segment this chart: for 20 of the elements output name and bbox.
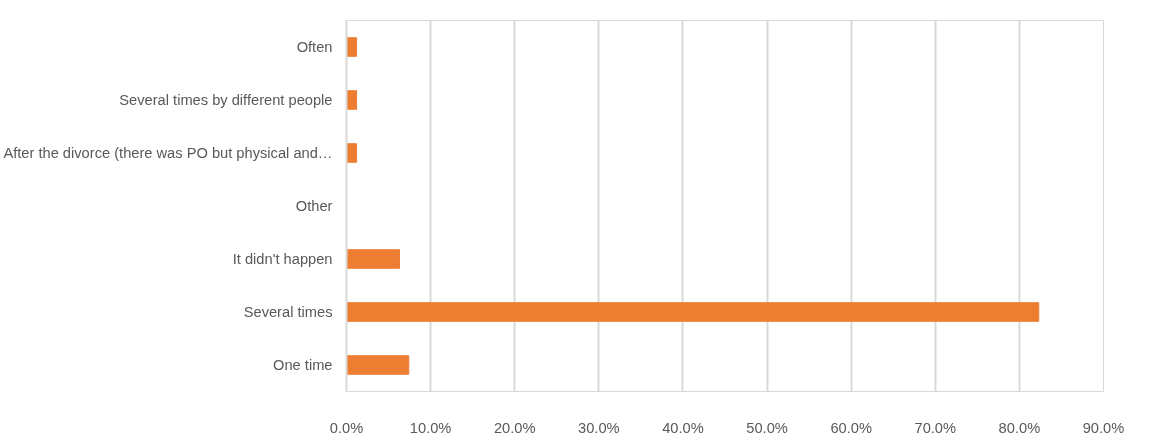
x-tick-label: 40.0% [662, 419, 704, 436]
y-tick-label: One time [273, 357, 333, 373]
y-tick-label: It didn't happen [232, 251, 333, 267]
bar [346, 302, 1040, 322]
x-tick-label: 70.0% [914, 419, 957, 436]
bar [346, 249, 400, 269]
x-tick-label: 50.0% [746, 419, 788, 436]
y-tick-label: Other [295, 198, 333, 214]
y-tick-label: Several times by different people [119, 92, 333, 108]
x-tick-label: 20.0% [493, 419, 536, 436]
y-tick-label: After the divorce (there was PO but physical and… [3, 145, 333, 161]
x-tick-label: 0.0% [329, 419, 364, 436]
y-tick-label: Several times [243, 304, 333, 320]
x-tick-label: 60.0% [830, 419, 872, 436]
x-tick-label: 10.0% [409, 419, 452, 436]
x-tick-label: 80.0% [998, 419, 1041, 436]
x-tick-label: 30.0% [578, 419, 620, 436]
bar [346, 355, 410, 375]
x-tick-label: 90.0% [1082, 419, 1125, 436]
y-tick-label: Often [296, 39, 333, 55]
